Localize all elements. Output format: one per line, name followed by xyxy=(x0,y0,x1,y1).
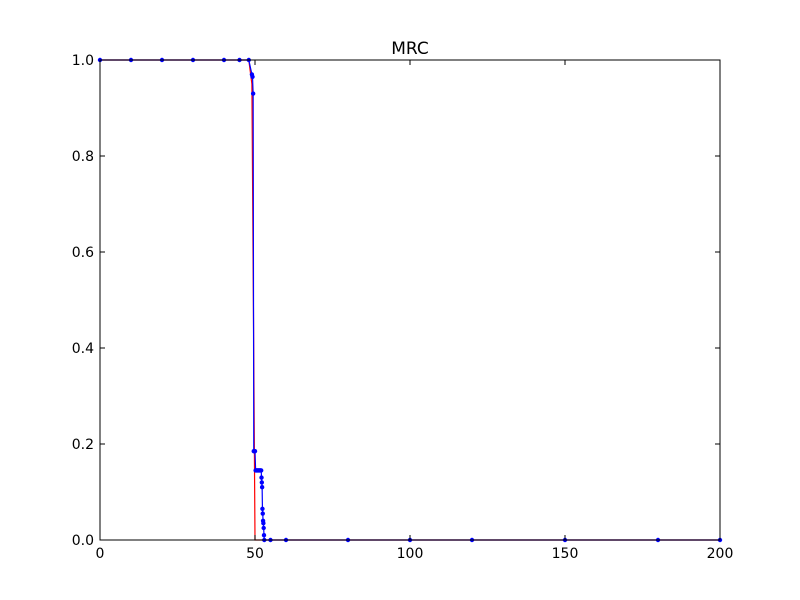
y-tick-label: 0.4 xyxy=(72,341,94,357)
series-point xyxy=(261,533,267,538)
series-point xyxy=(261,521,266,526)
series-point xyxy=(261,525,266,531)
series-point xyxy=(250,91,256,96)
series-point xyxy=(259,468,264,473)
y-tick-label: 0.6 xyxy=(72,245,94,261)
x-tick-label: 200 xyxy=(707,546,734,562)
x-tick-label: 50 xyxy=(246,546,264,562)
y-tick-label: 0.2 xyxy=(72,437,94,453)
y-tick-label: 1.0 xyxy=(72,53,94,69)
series-point xyxy=(259,480,265,485)
series-point xyxy=(259,485,265,490)
series-point xyxy=(260,506,265,511)
ticks-layer: 0 50 100 150 200 0.0 0.2 0.4 0.6 0.8 1.0 xyxy=(72,53,734,562)
series-point xyxy=(250,74,255,80)
series-point xyxy=(259,475,264,480)
series-point xyxy=(260,511,265,516)
y-tick-label: 0.8 xyxy=(72,149,94,165)
x-tick-label: 100 xyxy=(397,546,424,562)
series-point xyxy=(252,449,258,454)
x-tick-label: 0 xyxy=(96,546,105,562)
y-tick-label: 0.0 xyxy=(72,533,94,549)
plot-area xyxy=(100,60,720,540)
x-tick-label: 150 xyxy=(552,546,579,562)
chart-title: MRC xyxy=(391,39,429,59)
